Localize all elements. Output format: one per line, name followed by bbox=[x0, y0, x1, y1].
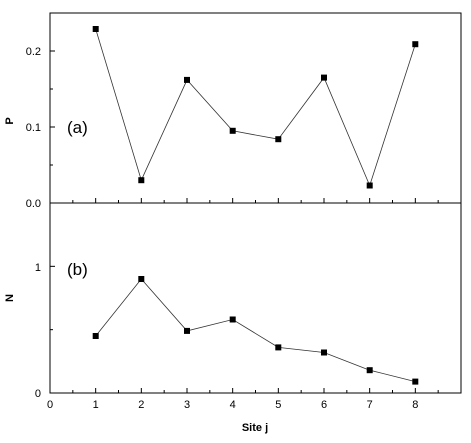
panel-b-x-tick-label: 8 bbox=[412, 399, 418, 411]
panel-a-data-point bbox=[321, 74, 327, 81]
x-axis-title: Site j bbox=[242, 422, 268, 434]
panel-b-data-point bbox=[321, 349, 327, 356]
panel-a-y-tick-label: 0.1 bbox=[26, 122, 41, 134]
panel-b-x-tick-label: 0 bbox=[47, 399, 53, 411]
tick-marks bbox=[49, 12, 462, 394]
panel-b-x-tick-label: 5 bbox=[275, 399, 281, 411]
panel-a-label: (a) bbox=[67, 118, 88, 137]
panel-a-frame bbox=[49, 12, 462, 204]
panel-b-x-tick-labels: 0 1 2 3 4 5 6 7 8 bbox=[47, 399, 418, 411]
panel-b-x-tick-label: 2 bbox=[138, 399, 144, 411]
panel-b-x-tick-label: 3 bbox=[184, 399, 190, 411]
panel-b-series-line bbox=[95, 278, 416, 382]
panel-b-data-point bbox=[275, 344, 282, 351]
panel-b: 0 1 0 1 2 3 4 5 6 7 8 N Site j (b) bbox=[4, 202, 462, 434]
panel-a: 0.0 0.1 0.2 P (a) bbox=[4, 12, 462, 210]
panel-b-data-point bbox=[412, 378, 419, 385]
panel-b-y-tick-label: 0 bbox=[35, 388, 41, 400]
panel-a-data-point bbox=[366, 182, 373, 189]
panel-b-data-point bbox=[138, 276, 145, 282]
panel-a-y-axis-title: P bbox=[4, 117, 16, 124]
panel-b-y-tick-label: 1 bbox=[35, 262, 41, 274]
panel-b-y-axis-title: N bbox=[4, 294, 16, 302]
panel-b-data-point bbox=[184, 327, 190, 334]
panel-b-y-tick-labels: 0 1 bbox=[35, 262, 41, 400]
panel-a-data-point bbox=[229, 127, 236, 134]
panel-b-x-tick-label: 7 bbox=[367, 399, 373, 411]
panel-b-x-tick-label: 6 bbox=[321, 399, 327, 411]
panel-a-series bbox=[92, 26, 419, 189]
panel-a-y-tick-labels: 0.0 0.1 0.2 bbox=[26, 46, 41, 210]
panel-a-data-point bbox=[184, 76, 190, 83]
panel-b-data-point bbox=[229, 316, 236, 323]
panel-a-series-line bbox=[95, 28, 416, 187]
panel-a-data-point bbox=[92, 26, 99, 32]
panel-a-data-point bbox=[412, 41, 419, 48]
panel-a-y-tick-label: 0.0 bbox=[26, 198, 41, 210]
panel-b-data-point bbox=[366, 367, 373, 374]
panel-a-data-point bbox=[138, 177, 145, 184]
panel-b-x-tick-label: 4 bbox=[230, 399, 236, 411]
panel-a-y-tick-label: 0.2 bbox=[26, 46, 41, 58]
panel-b-x-tick-label: 1 bbox=[93, 399, 99, 411]
panel-b-series bbox=[92, 276, 419, 385]
panel-b-frame bbox=[49, 202, 462, 394]
panel-a-data-point bbox=[275, 136, 282, 143]
panel-b-label: (b) bbox=[67, 260, 88, 279]
panel-b-data-point bbox=[92, 333, 99, 339]
